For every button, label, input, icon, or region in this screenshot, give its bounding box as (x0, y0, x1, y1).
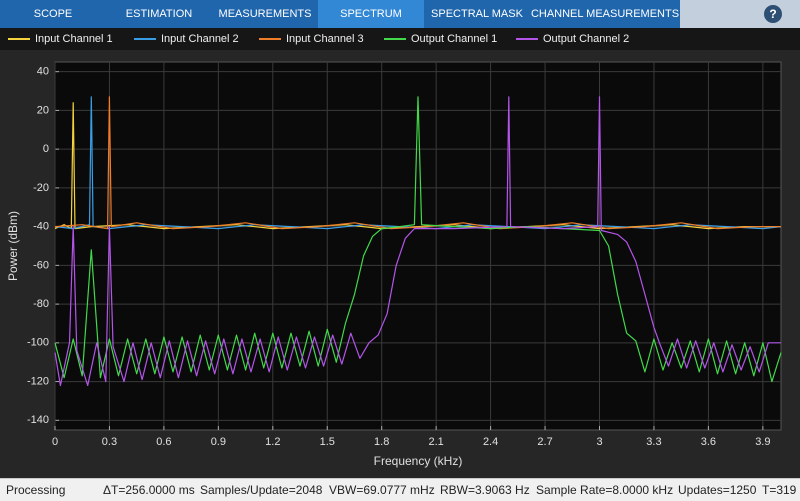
series-line (54, 96, 781, 230)
status-item: RBW=3.9063 Hz (440, 483, 530, 497)
x-tick-label: 0.6 (156, 436, 171, 448)
toolbar: SCOPE ESTIMATION MEASUREMENTS SPECTRUM S… (0, 0, 800, 28)
y-tick-label: 40 (37, 66, 49, 78)
status-item: ΔT=256.0000 ms (103, 483, 195, 497)
x-tick-label: 1.8 (374, 436, 389, 448)
status-item: Sample Rate=8.0000 kHz (536, 483, 674, 497)
legend-label: Input Channel 3 (286, 33, 364, 45)
y-tick-label: 20 (37, 104, 49, 116)
x-tick-label: 0.9 (211, 436, 226, 448)
chart: Frequency (kHz) Power (dBm) -140 -120 -100… (0, 28, 800, 478)
y-tick-label: -80 (33, 298, 49, 310)
legend-label: Output Channel 1 (411, 33, 497, 45)
x-tick-label: 0.3 (102, 436, 117, 448)
legend-label: Output Channel 2 (543, 33, 629, 45)
x-tick-label: 0 (52, 436, 58, 448)
status-item: VBW=69.0777 mHz (329, 483, 435, 497)
tab[interactable]: SPECTRAL MASK (431, 8, 523, 20)
x-tick-label: 3.6 (701, 436, 716, 448)
y-tick-label: -100 (27, 337, 49, 349)
y-axis-label: Power (dBm) (6, 211, 20, 281)
status-item: Updates=1250 (678, 483, 757, 497)
tab[interactable]: MEASUREMENTS (218, 8, 312, 20)
legend-label: Input Channel 1 (35, 33, 113, 45)
tab[interactable]: ESTIMATION (125, 8, 193, 20)
x-axis-label: Frequency (kHz) (374, 454, 463, 468)
status-item: T=319 (762, 483, 797, 497)
tab[interactable]: SPECTRUM (318, 0, 424, 28)
legend-label: Input Channel 2 (161, 33, 239, 45)
tab[interactable]: SCOPE (33, 8, 73, 20)
y-tick-label: -60 (33, 259, 49, 271)
status-state: Processing (6, 483, 66, 497)
x-tick-label: 3 (596, 436, 602, 448)
status-bar: Processing ΔT=256.0000 ms Samples/Update… (0, 478, 800, 501)
series-line (54, 96, 781, 387)
status-item: Samples/Update=2048 (200, 483, 323, 497)
x-tick-label: 3.3 (646, 436, 661, 448)
toolbar-spacer: ? (680, 0, 800, 28)
x-tick-label: 1.2 (265, 436, 280, 448)
y-tick-label: -20 (33, 182, 49, 194)
x-tick-label: 2.1 (429, 436, 444, 448)
y-tick-label: -140 (27, 414, 49, 426)
x-tick-label: 2.4 (483, 436, 498, 448)
tab[interactable]: CHANNEL MEASUREMENTS (530, 8, 680, 20)
x-tick-label: 1.5 (320, 436, 335, 448)
x-tick-label: 3.9 (755, 436, 770, 448)
y-tick-label: -40 (33, 221, 49, 233)
series-line (54, 96, 782, 383)
y-tick-label: -120 (27, 375, 49, 387)
y-tick-label: 0 (43, 143, 49, 155)
x-tick-label: 2.7 (537, 436, 552, 448)
help-button[interactable]: ? (764, 5, 782, 23)
